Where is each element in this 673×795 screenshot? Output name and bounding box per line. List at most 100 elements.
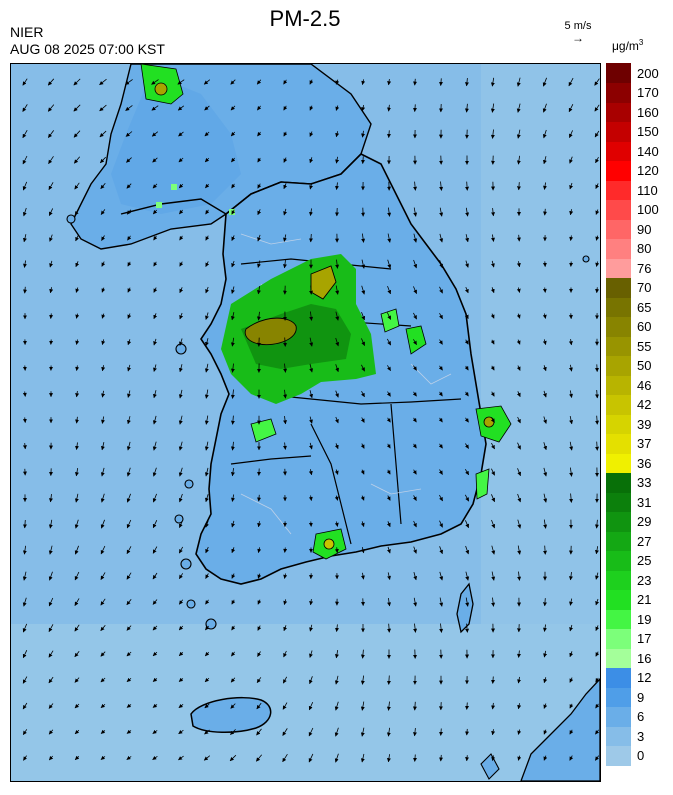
japan-coast — [520, 678, 600, 781]
wind-arrow-icon — [75, 261, 80, 268]
wind-arrow-icon — [178, 755, 184, 761]
legend-tick: 21 — [637, 592, 652, 608]
wind-arrow-icon — [543, 703, 548, 709]
wind-arrow-icon — [595, 209, 600, 215]
legend-swatch — [606, 102, 631, 122]
legend-swatch — [606, 297, 631, 317]
wind-arrow-icon — [595, 261, 600, 267]
wind-arrow-icon — [542, 156, 547, 165]
legend-tick: 36 — [637, 455, 652, 471]
wind-arrow-icon — [283, 442, 287, 450]
wind-arrow-icon — [439, 233, 444, 243]
wind-arrow-icon — [490, 129, 495, 139]
wind-arrow-icon — [179, 235, 184, 241]
wind-arrow-icon — [309, 363, 314, 373]
wind-arrow-icon — [153, 235, 158, 241]
wind-arrow-icon — [413, 597, 418, 607]
wind-arrow-icon — [335, 259, 340, 269]
wind-arrow-icon — [308, 442, 313, 450]
wind-arrow-icon — [569, 755, 574, 761]
legend-tick: 16 — [637, 650, 652, 666]
wind-arrow-icon — [491, 729, 496, 736]
wind-arrow-icon — [257, 260, 261, 268]
wind-arrow-icon — [205, 209, 210, 215]
legend-swatch — [606, 609, 631, 629]
wind-arrow-icon — [205, 494, 209, 503]
wind-arrow-icon — [595, 729, 600, 735]
legend-swatch — [606, 336, 631, 356]
wind-arrow-icon — [22, 519, 27, 529]
wind-arrow-icon — [125, 105, 133, 111]
legend-swatch — [606, 141, 631, 161]
wind-arrow-icon — [413, 339, 417, 346]
wind-arrow-icon — [309, 337, 314, 347]
wind-arrow-icon — [256, 702, 262, 710]
legend-tick: 33 — [637, 475, 652, 491]
wind-arrow-icon — [49, 287, 54, 294]
wind-arrow-icon — [516, 313, 521, 319]
wind-arrow-icon — [569, 235, 574, 241]
wind-arrow-icon — [465, 181, 470, 191]
wind-arrow-icon — [361, 285, 366, 295]
wind-arrow-icon — [283, 105, 288, 111]
wind-arrow-icon — [334, 675, 339, 685]
wind-arrow-icon — [516, 339, 521, 345]
wind-arrow-icon — [100, 703, 106, 709]
legend-swatch — [606, 433, 631, 454]
wind-arrow-icon — [100, 467, 105, 477]
legend-tick: 46 — [637, 377, 652, 393]
wind-arrow-icon — [439, 623, 444, 633]
wind-arrow-icon — [412, 701, 417, 711]
wind-arrow-icon — [231, 157, 236, 163]
wind-arrow-icon — [100, 156, 106, 164]
legend-swatch — [606, 355, 631, 376]
wind-arrow-icon — [74, 755, 80, 760]
wind-arrow-icon — [439, 546, 443, 555]
wind-arrow-icon — [47, 78, 55, 86]
wind-arrow-icon — [335, 156, 340, 164]
wind-arrow-icon — [283, 79, 288, 85]
wind-arrow-icon — [516, 365, 521, 371]
wind-arrow-icon — [230, 729, 236, 735]
legend-swatch — [606, 258, 631, 278]
wind-arrow-icon — [152, 677, 158, 682]
wind-arrow-icon — [491, 545, 496, 555]
wind-arrow-icon — [360, 572, 365, 580]
map-canvas — [11, 64, 600, 781]
wind-arrow-icon — [464, 286, 469, 294]
wind-arrow-icon — [256, 311, 261, 321]
wind-arrow-icon — [48, 545, 53, 555]
legend-tick: 140 — [637, 143, 659, 159]
wind-arrow-icon — [177, 105, 185, 111]
wind-arrow-icon — [152, 183, 158, 189]
wind-arrow-icon — [334, 469, 339, 475]
wind-arrow-icon — [308, 495, 313, 501]
wind-arrow-icon — [152, 493, 157, 503]
wind-arrow-icon — [151, 105, 159, 111]
wind-arrow-icon — [101, 235, 106, 241]
wind-arrow-icon — [387, 130, 391, 138]
wind-arrow-icon — [308, 727, 314, 737]
wind-arrow-icon — [439, 181, 444, 191]
wind-arrow-icon — [178, 389, 183, 399]
legend-tick: 12 — [637, 670, 652, 686]
wind-arrow-icon — [361, 79, 366, 85]
wind-arrow-icon — [22, 729, 28, 736]
wind-arrow-icon — [22, 676, 28, 684]
north-boundary — [120, 181, 282, 215]
legend-tick: 42 — [637, 397, 652, 413]
wind-arrow-icon — [230, 703, 236, 709]
wind-arrow-icon — [309, 208, 313, 216]
wind-arrow-icon — [179, 261, 184, 267]
wind-arrow-icon — [126, 467, 131, 477]
wind-arrow-icon — [152, 390, 157, 399]
wind-arrow-icon — [413, 78, 418, 86]
legend-tick: 27 — [637, 533, 652, 549]
legend-swatch — [606, 63, 631, 83]
wind-arrow-icon — [75, 339, 80, 345]
wind-arrow-icon — [594, 546, 599, 555]
wind-arrow-icon — [335, 364, 339, 373]
wind-arrow-icon — [490, 103, 495, 113]
wind-arrow-icon — [594, 130, 600, 138]
wind-arrow-icon — [126, 183, 132, 189]
